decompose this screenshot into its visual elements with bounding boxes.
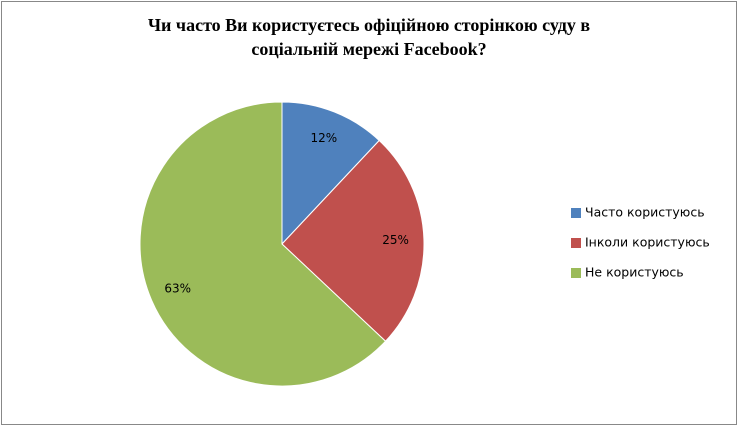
pie-slice [281,101,380,246]
data-label: 12% [310,131,337,145]
legend-swatch [571,268,581,278]
chart-title: Чи часто Ви користуєтесь офіційною сторі… [148,15,591,35]
pie-slice [281,139,425,342]
legend-label: Не користуюсь [585,265,684,280]
chart-title: соціальній мережі Facebook? [251,39,486,59]
legend-swatch [571,238,581,248]
data-label: 63% [164,282,191,296]
legend-label: Часто користуюсь [585,205,705,220]
data-label: 25% [382,233,409,247]
pie-slice [139,101,387,387]
legend-swatch [571,208,581,218]
legend-label: Інколи користуюсь [585,235,710,250]
